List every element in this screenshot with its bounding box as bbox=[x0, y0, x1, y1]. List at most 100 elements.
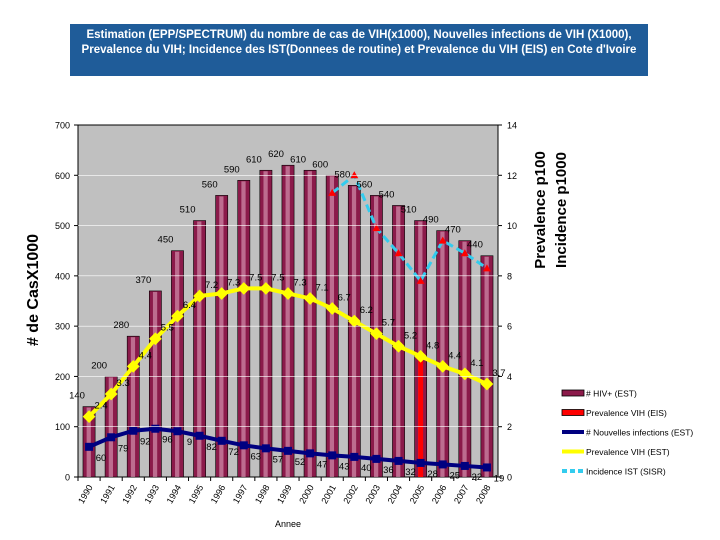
legend-label: Prevalence VIH (EIS) bbox=[586, 408, 667, 418]
marker-new-infections bbox=[306, 449, 315, 458]
marker-prevalence-est bbox=[303, 292, 317, 305]
marker-incidence-ist bbox=[438, 236, 447, 244]
marker-new-infections bbox=[482, 463, 491, 472]
bar-highlight bbox=[285, 166, 290, 477]
line-incidence-ist bbox=[331, 172, 488, 284]
marker-new-infections bbox=[394, 456, 403, 465]
prevalence-est-value-label: 3.7 bbox=[492, 368, 505, 379]
marker-prevalence-est bbox=[215, 287, 229, 300]
bar-highlight bbox=[329, 176, 335, 478]
new-infections-value-label: 96 bbox=[162, 435, 173, 446]
bar-value-label: 610 bbox=[246, 154, 262, 165]
bar-value-label: 580 bbox=[334, 169, 350, 180]
marker-new-infections bbox=[107, 433, 116, 442]
x-tick-label: 1995 bbox=[187, 483, 206, 505]
new-infections-value-label: 36 bbox=[383, 465, 394, 476]
bar-value-label: 510 bbox=[180, 205, 196, 216]
legend-label: Incidence IST (SISR) bbox=[586, 467, 666, 477]
x-tick-label: 1992 bbox=[120, 483, 139, 505]
marker-new-infections bbox=[173, 427, 182, 436]
x-tick-label: 2001 bbox=[319, 483, 338, 505]
marker-new-infections bbox=[416, 458, 425, 467]
x-tick-label: 1990 bbox=[76, 483, 95, 505]
marker-prevalence-est bbox=[149, 332, 162, 346]
prevalence-est-value-label: 4.4 bbox=[448, 350, 461, 361]
y2-tick-label: 10 bbox=[507, 221, 517, 231]
y-tick-label: 300 bbox=[55, 322, 70, 332]
new-infections-value-label: 72 bbox=[228, 447, 239, 458]
y-tick-label: 200 bbox=[55, 372, 70, 382]
marker-new-infections bbox=[284, 446, 292, 455]
x-tick-label: 2004 bbox=[386, 483, 405, 505]
prevalence-est-value-label: 4.8 bbox=[426, 340, 439, 351]
bar-highlight bbox=[418, 221, 423, 477]
marker-new-infections bbox=[85, 442, 94, 451]
marker-new-infections bbox=[372, 454, 381, 463]
new-infections-value-label: 25 bbox=[449, 470, 460, 481]
marker-new-infections bbox=[438, 460, 447, 469]
marker-prevalence-est bbox=[370, 327, 383, 341]
marker-new-infections bbox=[151, 424, 160, 433]
prevalence-est-value-label: 7.1 bbox=[315, 282, 328, 293]
marker-incidence-ist bbox=[394, 249, 403, 257]
bar-value-label: 600 bbox=[312, 159, 328, 170]
x-tick-label: 2008 bbox=[474, 483, 493, 505]
marker-new-infections bbox=[460, 461, 469, 470]
x-tick-label: 1996 bbox=[209, 483, 228, 505]
new-infections-value-label: 22 bbox=[472, 472, 483, 483]
marker-incidence-ist bbox=[416, 276, 425, 284]
marker-prevalence-est bbox=[347, 314, 361, 328]
new-infections-value-label: 47 bbox=[317, 459, 328, 470]
marker-prevalence-est bbox=[458, 367, 472, 381]
marker-incidence-ist bbox=[460, 249, 469, 257]
y2-tick-label: 2 bbox=[507, 422, 512, 432]
new-infections-value-label: 40 bbox=[361, 463, 372, 474]
bar-highlight bbox=[440, 231, 445, 477]
y-axis-label: # de CasX1000 bbox=[25, 234, 42, 346]
new-infections-value-label: 57 bbox=[273, 454, 284, 465]
x-tick-label: 2006 bbox=[430, 483, 449, 505]
x-tick-label: 1991 bbox=[98, 483, 117, 505]
y-tick-label: 400 bbox=[55, 271, 70, 281]
new-infections-value-label: 52 bbox=[295, 457, 306, 468]
y-tick-label: 500 bbox=[55, 221, 70, 231]
prevalence-est-value-label: 3.3 bbox=[117, 378, 130, 389]
bar-prevalence-eis bbox=[418, 358, 424, 477]
prevalence-est-value-label: 7.5 bbox=[271, 272, 284, 283]
new-infections-value-label: 32 bbox=[405, 467, 416, 478]
marker-incidence-ist bbox=[328, 188, 337, 196]
new-infections-value-label: 43 bbox=[339, 461, 350, 472]
new-infections-value-label: 19 bbox=[494, 473, 505, 484]
marker-new-infections bbox=[195, 431, 204, 440]
bar-highlight bbox=[152, 291, 158, 477]
bar-highlight bbox=[175, 251, 180, 477]
bar-value-label: 510 bbox=[401, 205, 417, 216]
bar-value-label: 590 bbox=[224, 164, 240, 175]
legend-label: # Nouvelles infections (EST) bbox=[586, 428, 693, 438]
x-tick-label: 1997 bbox=[231, 483, 250, 505]
prevalence-est-value-label: 4.4 bbox=[139, 350, 152, 361]
bar-value-label: 560 bbox=[356, 179, 372, 190]
y2-axis-label-line2: Incidence p1000 bbox=[553, 152, 570, 268]
prevalence-est-value-label: 6.4 bbox=[183, 300, 196, 311]
new-infections-value-label: 79 bbox=[118, 443, 129, 454]
x-tick-label: 2000 bbox=[297, 483, 316, 505]
bar-value-label: 140 bbox=[69, 391, 85, 402]
new-infections-value-label: 60 bbox=[96, 453, 107, 464]
marker-prevalence-est bbox=[414, 349, 427, 363]
legend-swatch bbox=[561, 409, 585, 416]
legend: # HIV+ (EST) Prevalence VIH (EIS) # Nouvel… bbox=[561, 389, 693, 477]
marker-prevalence-est bbox=[237, 282, 251, 295]
y2-tick-label: 0 bbox=[507, 473, 512, 483]
marker-incidence-ist bbox=[372, 224, 381, 232]
prevalence-est-value-label: 7.3 bbox=[227, 277, 240, 288]
bar-highlight bbox=[108, 377, 113, 477]
bar-value-label: 540 bbox=[379, 189, 395, 200]
x-tick-label: 1994 bbox=[165, 483, 184, 505]
y2-tick-label: 8 bbox=[507, 271, 512, 281]
bar-highlight bbox=[484, 256, 489, 477]
prevalence-est-value-label: 6.2 bbox=[360, 305, 373, 316]
bar-value-label: 450 bbox=[158, 235, 174, 246]
bar-highlight bbox=[307, 171, 312, 477]
